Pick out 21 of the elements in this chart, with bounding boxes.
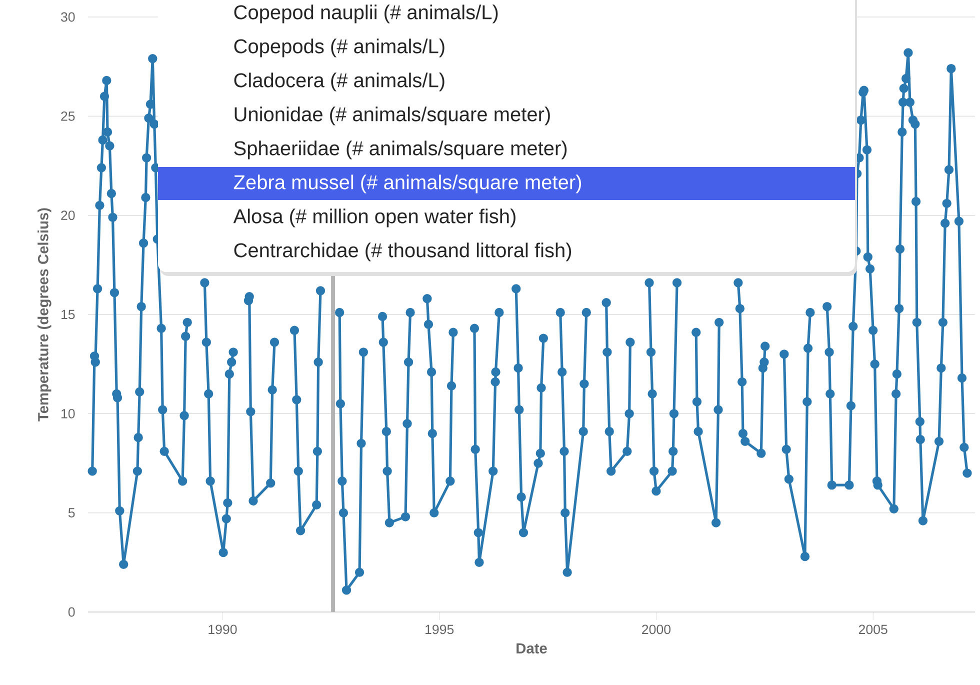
- x-tick-label: 2005: [858, 624, 888, 634]
- annotation: Centrarchidae (# thousand littoral fish): [234, 242, 572, 262]
- y-tick-label: 15: [61, 310, 75, 320]
- x-axis-title: Date: [516, 643, 547, 654]
- y-tick-label: 25: [61, 111, 75, 121]
- y-tick-label: 0: [68, 607, 75, 617]
- annotation: Copepods (# animals/L): [234, 38, 444, 58]
- annotation: Alosa (# million open water fish): [233, 208, 516, 228]
- annotation: Zebra mussel (# animals/square meter): [234, 174, 581, 194]
- annotation: Copepod nauplii (# animals/L): [234, 4, 498, 24]
- x-tick-label: 1990: [208, 624, 237, 634]
- annotation: Sphaeriidae (# animals/square meter): [234, 140, 567, 160]
- y-tick-label: 30: [60, 12, 75, 22]
- y-tick-label: 20: [61, 210, 75, 220]
- x-tick-label: 1995: [426, 624, 454, 634]
- annotation: Unionidae (# animals/square meter): [234, 106, 550, 126]
- y-tick-label: 10: [61, 408, 75, 418]
- y-tick-label: 5: [68, 508, 75, 518]
- annotation: Cladocera (# animals/L): [234, 72, 444, 92]
- y-axis-title: Temperature (degrees Celsius): [38, 208, 52, 422]
- x-tick-label: 2000: [642, 624, 671, 634]
